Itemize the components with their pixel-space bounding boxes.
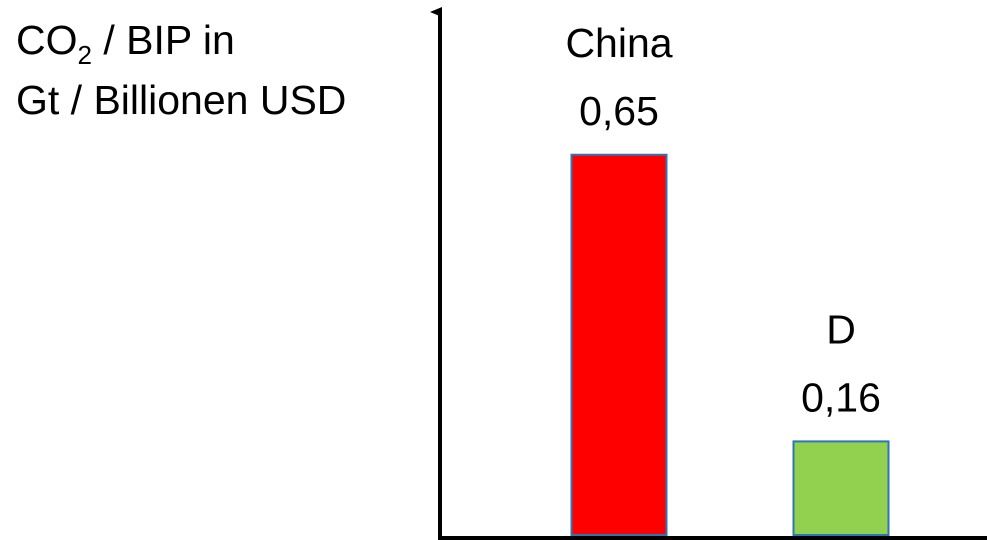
y-axis-label-line2: Gt / Billionen USD	[16, 77, 347, 123]
y-axis-label: CO2 / BIP in Gt / Billionen USD	[16, 10, 346, 130]
y-axis-label-subscript: 2	[77, 40, 92, 70]
value-label-china: 0,65	[579, 88, 659, 134]
bars-layer	[570, 153, 890, 536]
bar-china	[570, 153, 668, 536]
value-label-d: 0,16	[801, 374, 881, 420]
bar-d	[792, 440, 890, 536]
labels-layer: 0,65 China 0,16 D	[565, 20, 880, 421]
category-label-d: D	[826, 306, 856, 352]
y-axis-label-prefix: CO	[16, 17, 78, 63]
y-axis-label-suffix: / BIP in	[91, 17, 235, 63]
category-label-china: China	[565, 20, 672, 66]
y-axis-label-line1: CO2 / BIP in	[16, 10, 346, 70]
